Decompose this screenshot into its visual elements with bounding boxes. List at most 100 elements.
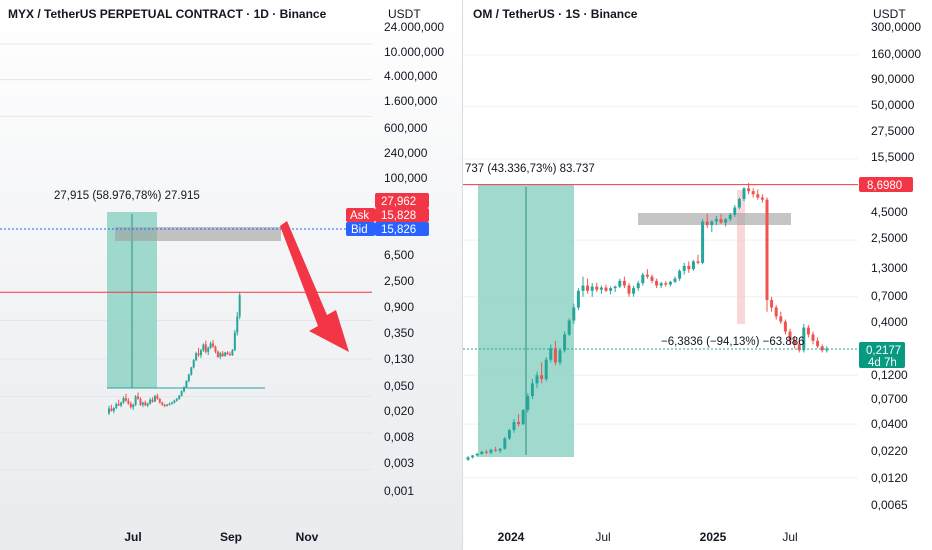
last-price-value: 27,962: [381, 196, 416, 208]
y-axis-label: 0,4000: [871, 315, 908, 329]
y-axis-label: 0,900: [384, 300, 414, 314]
y-axis-label: 2,5000: [871, 231, 908, 245]
ask-tag: [346, 208, 375, 222]
left-currency-label: USDT: [388, 7, 421, 21]
candle-body: [595, 286, 599, 290]
candle-body: [197, 353, 200, 356]
y-axis-label: 1.600,000: [384, 94, 438, 108]
candle-body: [480, 451, 484, 454]
candle-body: [229, 354, 231, 356]
candle-body: [494, 449, 498, 451]
candle-body: [563, 334, 567, 351]
candle-body: [221, 353, 224, 356]
candle-body: [797, 344, 801, 351]
last-price-value: 8,6980: [867, 180, 902, 192]
candle-body: [112, 407, 115, 411]
x-axis-label: Jul: [595, 530, 610, 544]
candle-body: [503, 438, 507, 449]
candle-body: [816, 340, 820, 347]
y-axis-label: 2,500: [384, 274, 414, 288]
candle-body: [124, 398, 127, 401]
right-chart-panel[interactable]: OM / TetherUS · 1S · Binance USDT 737 (4…: [463, 0, 932, 550]
candle-body: [526, 396, 530, 410]
y-axis-label: 600,000: [384, 121, 428, 135]
candle-body: [144, 402, 147, 406]
y-axis-label: 15,5000: [871, 150, 915, 164]
candle-body: [195, 353, 198, 361]
candle-body: [659, 283, 663, 286]
y-axis-label: 0,0400: [871, 417, 908, 431]
current-price-value: 0,2177: [866, 345, 901, 357]
candle-body: [728, 214, 732, 220]
candle-body: [146, 403, 149, 406]
candle-body: [530, 383, 534, 397]
last-price-tag: [375, 193, 429, 208]
candle-body: [618, 280, 622, 287]
candle-body: [163, 404, 166, 406]
candle-body: [127, 400, 130, 404]
candle-body: [682, 265, 686, 271]
left-chart-panel[interactable]: MYX / TetherUS PERPETUAL CONTRACT · 1D ·…: [0, 0, 462, 550]
candle-body: [825, 348, 829, 351]
candle-body: [636, 283, 640, 289]
candle-body: [168, 403, 171, 405]
candle-body: [751, 191, 755, 195]
y-axis-label: 0,050: [384, 379, 414, 393]
candle-body: [132, 404, 135, 408]
right-chart-canvas[interactable]: 737 (43.336,73%) 83.737 −6,3836 (−94,13%)…: [463, 0, 932, 550]
candle-body: [475, 453, 479, 456]
candle-body: [153, 395, 156, 402]
candle-body: [219, 353, 222, 357]
candle-body: [108, 408, 110, 414]
candle-body: [236, 316, 239, 333]
candle-body: [110, 408, 113, 411]
candle-body: [691, 261, 695, 270]
drop-measure-box: [737, 190, 745, 324]
candle-body: [609, 288, 613, 291]
candle-body: [710, 221, 714, 226]
y-axis-label: 0,130: [384, 352, 414, 366]
candle-body: [673, 278, 677, 282]
range-annotation-down: −6,3836 (−94,13%) −63.886: [661, 336, 805, 348]
candle-body: [187, 374, 190, 381]
left-chart-canvas[interactable]: 27,915 (58.976,78%) 27.915 24.000,000 10.0…: [0, 0, 462, 550]
candle-body: [719, 219, 723, 223]
panel-divider: [462, 0, 463, 550]
candle-body: [498, 448, 502, 451]
candle-body: [149, 399, 152, 404]
candle-body: [139, 398, 142, 405]
candle-body: [793, 340, 797, 345]
candle-body: [471, 455, 475, 458]
candle-body: [166, 404, 169, 406]
candle-body: [820, 346, 824, 351]
candle-body: [226, 352, 229, 355]
bid-label: Bid: [351, 224, 368, 236]
candle-body: [747, 188, 751, 192]
candle-body: [558, 350, 562, 363]
candle-body: [770, 300, 774, 308]
bid-tag: [346, 222, 375, 236]
candle-body: [233, 332, 236, 351]
y-axis-label: 90,0000: [871, 72, 915, 86]
x-axis-label: 2024: [498, 530, 525, 544]
candle-body: [811, 334, 815, 341]
candle-body: [115, 404, 118, 408]
bid-value: 15,826: [381, 224, 416, 236]
candle-body: [581, 285, 585, 291]
candle-body: [806, 327, 810, 335]
candle-body: [765, 199, 769, 301]
candle-body: [622, 280, 626, 286]
y-axis-label: 0,020: [384, 404, 414, 418]
x-axis-label: Jul: [124, 530, 141, 544]
candle-body: [627, 285, 631, 294]
candle-body: [175, 398, 178, 401]
candle-body: [507, 430, 511, 439]
candle-body: [484, 451, 488, 453]
y-axis-label: 0,0220: [871, 444, 908, 458]
x-axis-label: Nov: [296, 530, 319, 544]
candle-body: [489, 449, 493, 453]
candle-body: [586, 285, 590, 291]
left-chart-title: MYX / TetherUS PERPETUAL CONTRACT · 1D ·…: [8, 7, 327, 21]
candle-body: [173, 400, 176, 403]
range-annotation: 27,915 (58.976,78%) 27.915: [54, 190, 200, 202]
